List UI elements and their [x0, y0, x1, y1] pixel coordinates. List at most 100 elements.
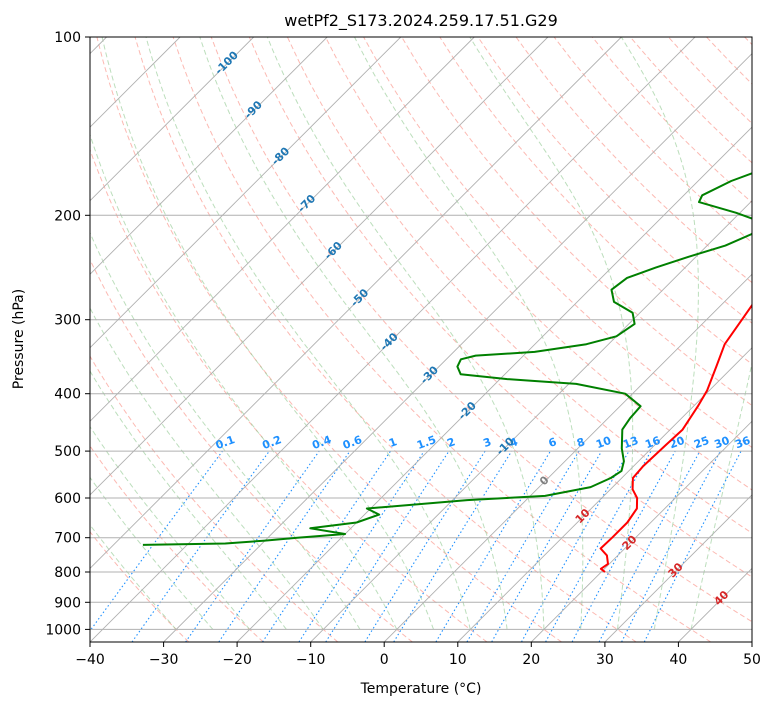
- isotherm-label: -80: [269, 144, 292, 167]
- dry-adiabat: [90, 445, 264, 642]
- isotherm: [678, 567, 752, 642]
- mixing-ratio-line: [90, 450, 223, 632]
- mixing-ratio-label: 8: [575, 435, 587, 450]
- isotherm: [383, 273, 752, 642]
- moist-adiabat: [266, 37, 545, 630]
- x-tick-label: −40: [75, 652, 105, 668]
- moist-adiabat: [90, 133, 398, 630]
- moist-adiabat: [620, 37, 699, 630]
- y-tick-label: 100: [54, 30, 81, 46]
- mixing-ratio-line: [621, 450, 721, 642]
- isotherm-label: -60: [322, 239, 345, 262]
- dry-adiabat: [210, 37, 752, 623]
- mixing-ratio-line: [598, 450, 701, 642]
- mixing-ratio-line: [185, 450, 320, 642]
- mixing-ratio-label: 0.1: [214, 433, 237, 452]
- chart-title: wetPf2_S173.2024.259.17.51.G29: [284, 11, 558, 31]
- isotherm-label: -30: [418, 363, 441, 386]
- mixing-ratio-label: 4: [508, 435, 520, 450]
- dry-adiabat: [515, 37, 752, 284]
- dry-adiabat: [553, 37, 752, 244]
- isotherm: [90, 37, 622, 570]
- mixing-ratio-line: [262, 450, 391, 642]
- x-tick-label: 30: [596, 652, 614, 668]
- isotherm: [310, 200, 752, 642]
- x-tick-label: 20: [522, 652, 540, 668]
- y-tick-label: 300: [54, 313, 81, 329]
- dry-adiabat: [248, 37, 752, 578]
- mixing-ratio-line: [435, 450, 551, 642]
- moist-adiabat: [469, 37, 634, 630]
- mixing-ratio-label: 20: [668, 434, 687, 452]
- moist-adiabat: [145, 37, 471, 630]
- sounding-series: [142, 172, 752, 573]
- mixing-ratio-label: 1: [387, 435, 399, 450]
- isotherm: [90, 37, 475, 422]
- mixing-ratio-line: [131, 450, 270, 642]
- mixing-ratio-line: [218, 450, 351, 642]
- isotherm: [751, 641, 752, 642]
- isotherm-label: 0: [537, 473, 552, 488]
- mixing-ratio-label: 3: [481, 435, 493, 450]
- isotherm: [604, 494, 752, 642]
- mixing-ratio-line: [571, 450, 676, 642]
- dry-adiabat: [591, 37, 752, 204]
- x-axis-title: Temperature (°C): [360, 681, 482, 697]
- y-axis-title: Pressure (hPa): [11, 289, 27, 389]
- moist-adiabat: [690, 360, 752, 630]
- dry-adiabat: [325, 37, 752, 491]
- isotherm: [163, 52, 752, 642]
- isotherm: [236, 126, 752, 642]
- mixing-ratio-label: 0.6: [341, 433, 364, 452]
- isotherm-label: -70: [295, 192, 318, 215]
- dry-adiabat: [477, 37, 752, 324]
- isotherm-label: -50: [348, 286, 371, 309]
- dry-adiabat: [90, 531, 190, 642]
- x-tick-label: −10: [296, 652, 326, 668]
- background-lines: [90, 37, 752, 642]
- mixing-ratio-label: 2: [445, 435, 457, 450]
- dry-adiabat: [744, 37, 752, 46]
- mixing-ratio-line: [393, 450, 513, 642]
- mixing-ratio-label: 10: [594, 434, 613, 452]
- isotherm: [90, 37, 402, 349]
- moist-adiabat: [90, 370, 287, 630]
- isotherm: [90, 37, 549, 496]
- mixing-ratio-label: 0.4: [310, 433, 333, 452]
- dry-adiabat: [401, 37, 752, 407]
- x-tick-label: 50: [743, 652, 761, 668]
- mixing-ratio-line: [545, 450, 652, 642]
- mixing-ratio-label: 0.2: [261, 433, 284, 452]
- dry-adiabat: [668, 37, 752, 125]
- isotherm-labels: 0.1 0.2 0.4 0.6 1 1.5 2 3 4 6 8 10 13 16 20 25 30 36-100-…: [212, 48, 752, 608]
- isotherm: [90, 37, 255, 202]
- y-tick-label: 200: [54, 208, 81, 224]
- y-tick-label: 700: [54, 531, 81, 547]
- mixing-ratio-label: 13: [621, 434, 640, 451]
- moist-adiabat: [199, 37, 508, 630]
- y-tick-label: 500: [54, 444, 81, 460]
- isotherm-label: -90: [242, 98, 265, 121]
- plot-frame: [89, 36, 753, 643]
- isotherm: [530, 420, 752, 642]
- mixing-ratio-line: [466, 450, 580, 642]
- isotherm: [90, 37, 696, 642]
- isotherm-label: -100: [212, 48, 241, 77]
- isotherm-label: -20: [456, 399, 479, 422]
- isotherm-label: 40: [711, 588, 731, 608]
- y-axis: 100 200 300 400 500 600 700 800 900 1000: [45, 30, 90, 638]
- x-tick-label: 0: [380, 652, 389, 668]
- y-tick-label: 800: [54, 565, 81, 581]
- mixing-ratio-label: 25: [692, 434, 711, 451]
- dry-adiabat: [90, 148, 488, 642]
- x-tick-label: −20: [222, 652, 252, 668]
- y-tick-label: 900: [54, 595, 81, 611]
- moist-adiabat: [354, 37, 584, 630]
- dry-adiabat: [134, 37, 637, 642]
- mixing-ratio-line: [298, 450, 425, 642]
- moist-adiabat: [90, 307, 324, 630]
- x-tick-label: 40: [669, 652, 687, 668]
- y-tick-label: 400: [54, 387, 81, 403]
